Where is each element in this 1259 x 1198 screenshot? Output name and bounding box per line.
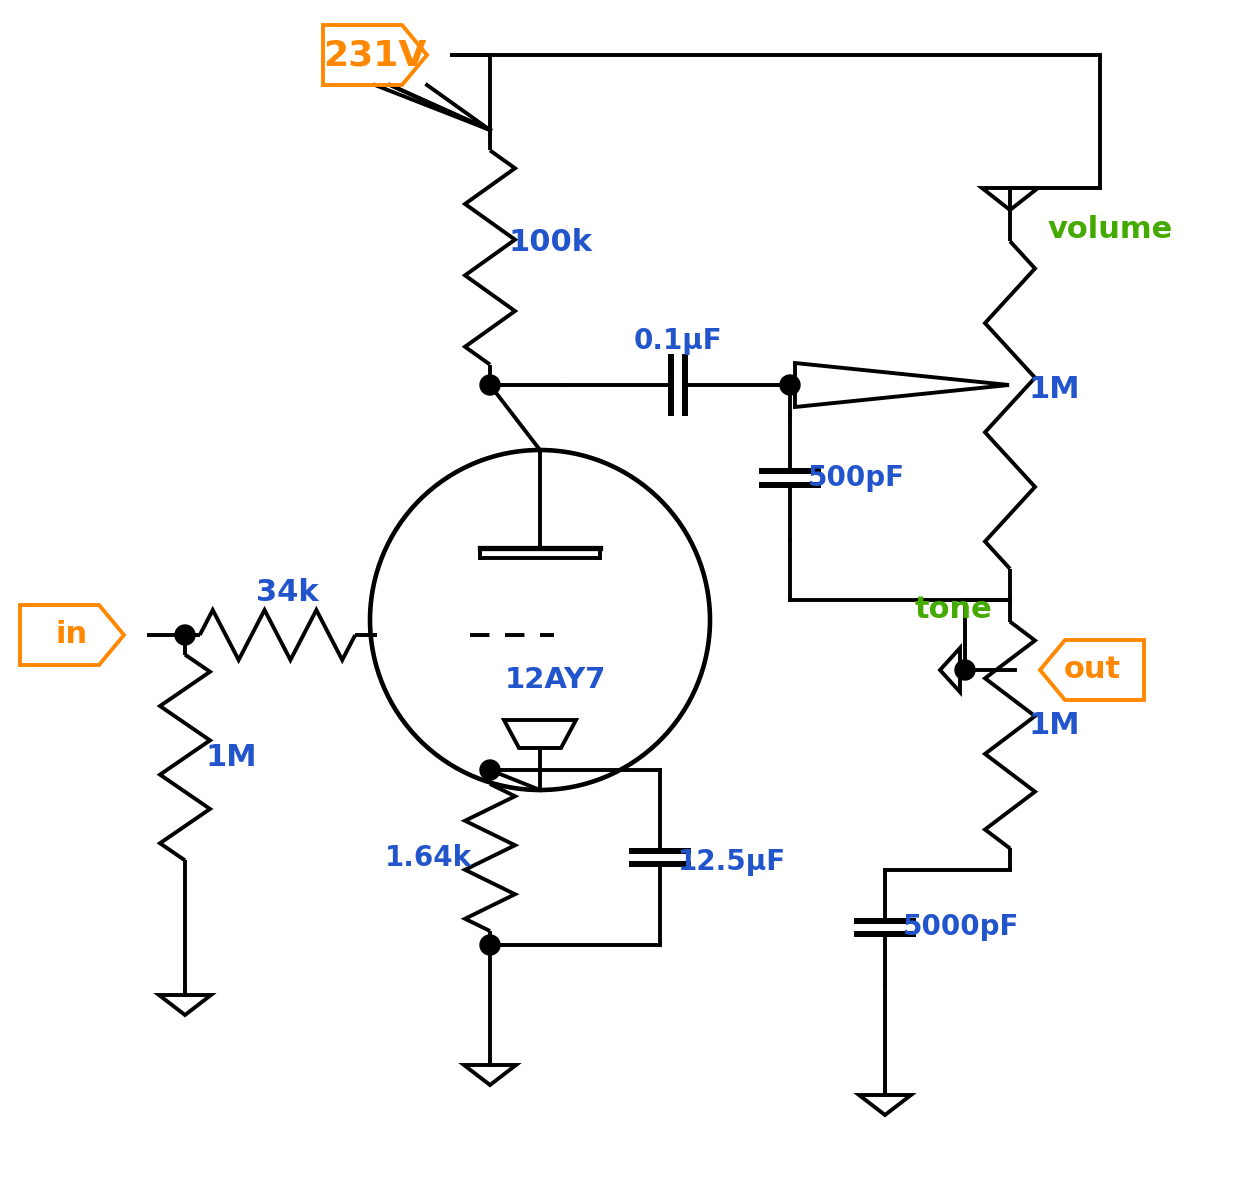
Circle shape (956, 660, 974, 680)
Text: out: out (1064, 655, 1121, 684)
Text: 12.5μF: 12.5μF (679, 848, 786, 877)
Text: 1.64k: 1.64k (385, 843, 472, 871)
Circle shape (480, 760, 500, 780)
Circle shape (781, 375, 799, 395)
Text: tone: tone (914, 595, 992, 624)
Circle shape (480, 375, 500, 395)
Text: volume: volume (1047, 214, 1173, 244)
Text: 1M: 1M (205, 743, 257, 772)
Text: 1M: 1M (1029, 375, 1080, 405)
Text: 0.1μF: 0.1μF (633, 327, 721, 355)
Circle shape (175, 625, 195, 645)
Text: 5000pF: 5000pF (903, 914, 1020, 942)
Circle shape (480, 934, 500, 955)
Text: 100k: 100k (507, 228, 592, 258)
Text: 231V: 231V (324, 38, 427, 72)
Text: 12AY7: 12AY7 (505, 666, 606, 694)
Text: 1M: 1M (1029, 710, 1080, 739)
Text: 34k: 34k (256, 577, 319, 607)
Text: 500pF: 500pF (808, 464, 905, 491)
Text: in: in (55, 621, 88, 649)
